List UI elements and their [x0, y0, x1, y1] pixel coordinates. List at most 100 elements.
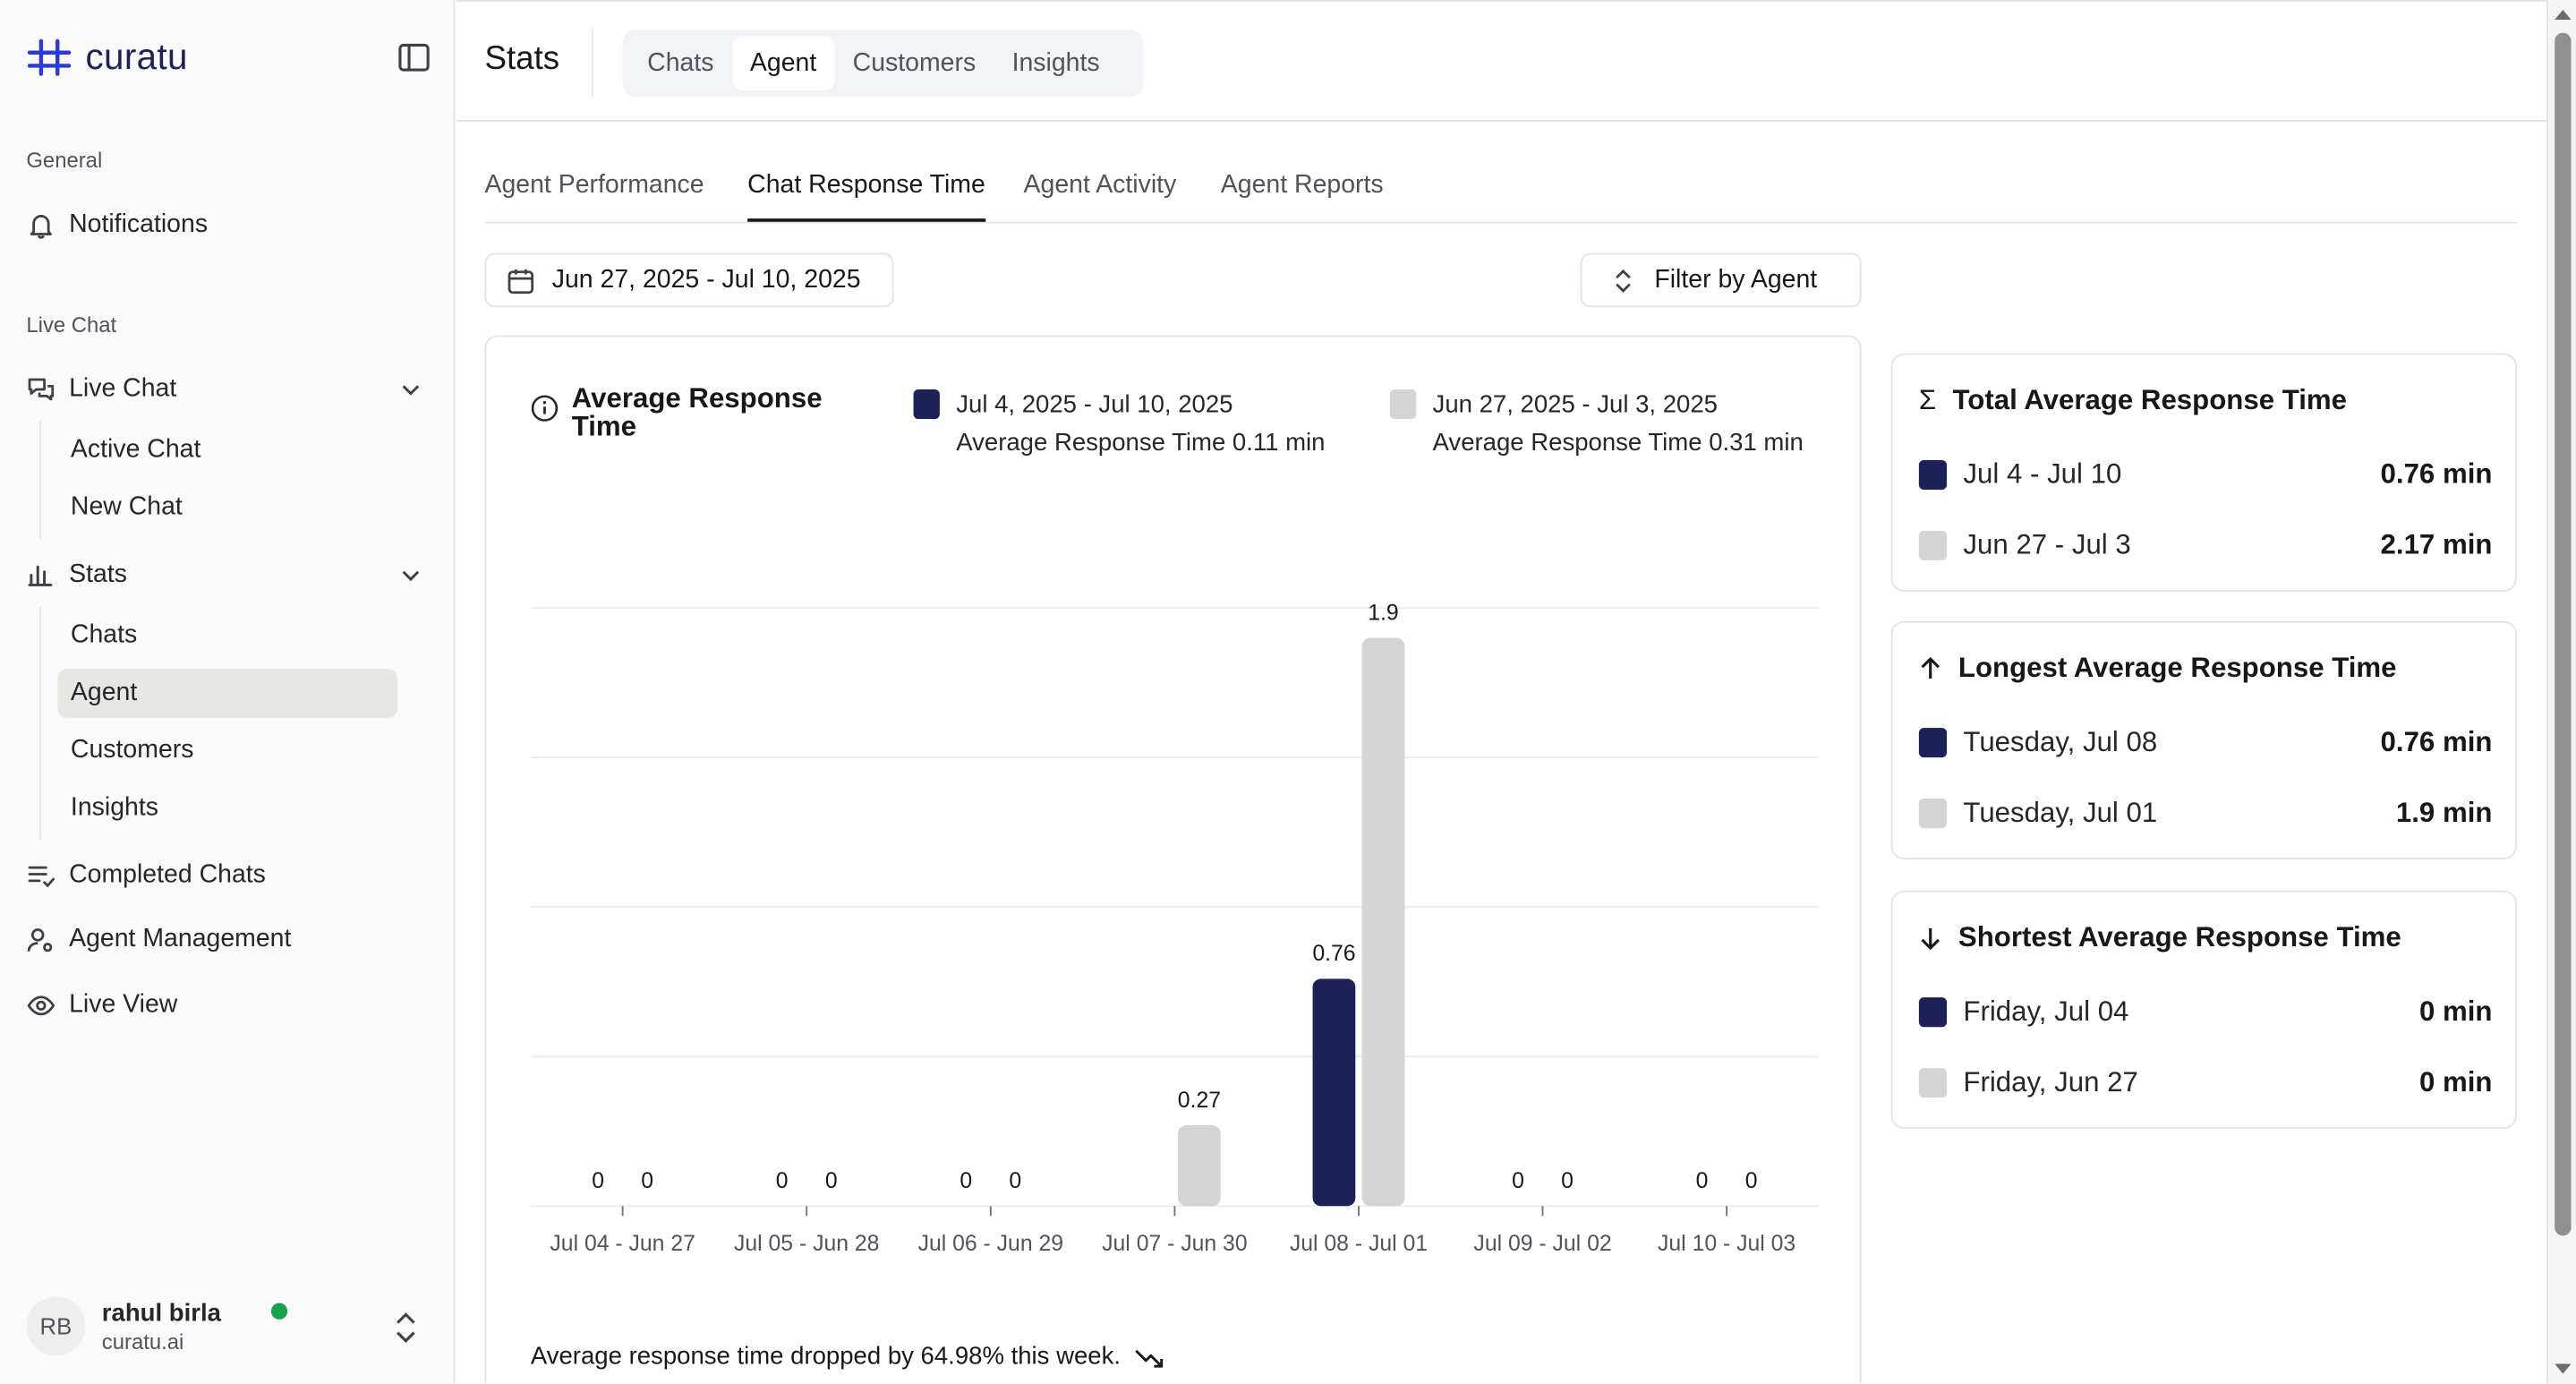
- trending-down-icon: [1135, 1348, 1164, 1367]
- arrow-up-icon: [1921, 656, 1940, 679]
- card-title: Shortest Average Response Time: [1919, 922, 2401, 955]
- sidebar-item-live-chat[interactable]: Live Chat: [26, 363, 431, 416]
- swatch-previous: [1918, 1068, 1948, 1098]
- stat-row: Friday, Jun 27 0 min: [1918, 1064, 2492, 1100]
- sidebar-item-agent[interactable]: Agent: [57, 669, 398, 719]
- swatch-current: [1918, 997, 1948, 1028]
- avatar: RB: [26, 1296, 86, 1356]
- stat-value: 0 min: [2418, 995, 2493, 1028]
- sidebar-item-new-chat[interactable]: New Chat: [70, 492, 183, 521]
- sidebar-item-label: Agent Management: [69, 925, 292, 953]
- data-label: 0: [641, 1169, 653, 1193]
- sidebar-item-notifications[interactable]: Notifications: [26, 199, 431, 252]
- subtab-agent-performance[interactable]: Agent Performance: [484, 170, 704, 200]
- sidebar-item-label: Notifications: [69, 209, 209, 239]
- filter-by-agent-button[interactable]: Filter by Agent: [1580, 252, 1862, 308]
- info-icon[interactable]: [531, 395, 559, 423]
- sidebar-toggle-icon[interactable]: [396, 39, 431, 75]
- legend-range: Jun 27, 2025 - Jul 3, 2025: [1432, 390, 1718, 420]
- x-tick-label: Jul 10 - Jul 03: [1658, 1232, 1796, 1256]
- tab-agent[interactable]: Agent: [731, 36, 835, 90]
- tab-insights[interactable]: Insights: [1011, 48, 1100, 77]
- card-title-text: Total Average Response Time: [1952, 384, 2347, 416]
- response-time-chart-card: Average Response Time Jul 4, 2025 - Jul …: [484, 335, 1862, 1384]
- data-label: 0: [1696, 1169, 1709, 1193]
- stat-value: 1.9 min: [2395, 797, 2493, 829]
- chevrons-up-down-icon: [1616, 268, 1631, 292]
- stat-row: Jul 4 - Jul 10 0.76 min: [1918, 457, 2493, 492]
- sidebar-item-label: Live View: [69, 990, 178, 1020]
- legend-swatch-previous: [1389, 389, 1417, 420]
- scrollbar-thumb[interactable]: [2555, 32, 2572, 1236]
- data-label: 0: [1009, 1169, 1021, 1193]
- filter-label: Filter by Agent: [1654, 265, 1818, 294]
- bar-chart-icon: [28, 565, 53, 586]
- bar: [1312, 978, 1356, 1207]
- legend-swatch-current: [913, 389, 940, 420]
- subnav-line: [39, 606, 41, 840]
- x-tick-label: Jul 05 - Jun 28: [734, 1232, 879, 1256]
- legend-summary: Average Response Time 0.31 min: [1432, 429, 1804, 457]
- sidebar-item-label: Live Chat: [69, 374, 177, 403]
- scroll-down-icon[interactable]: [2555, 1363, 2572, 1374]
- stat-label: Jul 4 - Jul 10: [1963, 458, 2122, 490]
- eye-icon: [27, 995, 55, 1016]
- x-tick-label: Jul 06 - Jun 29: [918, 1232, 1063, 1256]
- curatu-logo-icon: [27, 38, 72, 76]
- user-menu[interactable]: RB rahul birla curatu.ai: [26, 1294, 431, 1359]
- chevrons-up-down-icon[interactable]: [391, 1308, 421, 1347]
- sidebar-item-agent-management[interactable]: Agent Management: [26, 914, 431, 967]
- swatch-previous: [1918, 799, 1948, 829]
- bar-chart: Jul 04 - Jun 27 0 0 Jul 05 - Jun 28 0 0 Jul 06…: [530, 601, 1819, 1256]
- data-label: 0: [1512, 1169, 1524, 1193]
- card-title-text: Shortest Average Response Time: [1958, 921, 2401, 953]
- sigma-icon: Σ: [1918, 384, 1937, 416]
- bell-icon: [30, 215, 52, 239]
- tab-customers[interactable]: Customers: [852, 48, 977, 77]
- brand[interactable]: curatu: [26, 36, 188, 79]
- user-cog-icon: [27, 928, 53, 953]
- total-average-card: Σ Total Average Response Time Jul 4 - Ju…: [1890, 353, 2517, 592]
- x-tick-label: Jul 07 - Jun 30: [1102, 1232, 1247, 1256]
- sidebar-item-live-view[interactable]: Live View: [26, 979, 431, 1032]
- sidebar-item-customers[interactable]: Customers: [70, 736, 194, 765]
- card-title-text: Longest Average Response Time: [1958, 652, 2397, 684]
- subtab-agent-activity[interactable]: Agent Activity: [1023, 170, 1177, 200]
- legend-range: Jul 4, 2025 - Jul 10, 2025: [956, 390, 1233, 420]
- chevron-down-icon[interactable]: [397, 376, 423, 402]
- data-label: 0.27: [1178, 1089, 1221, 1113]
- stat-label: Friday, Jul 04: [1963, 995, 2129, 1028]
- user-name: rahul birla: [101, 1298, 221, 1328]
- legend-previous: Jun 27, 2025 - Jul 3, 2025 Average Respo…: [1389, 386, 1811, 461]
- subtab-chat-response-time[interactable]: Chat Response Time: [747, 171, 985, 222]
- scroll-up-icon[interactable]: [2555, 10, 2572, 21]
- stat-row: Jun 27 - Jul 3 2.17 min: [1918, 527, 2493, 563]
- page-scrollbar[interactable]: [2546, 0, 2576, 1384]
- swatch-current: [1918, 728, 1948, 758]
- data-label: 0: [592, 1169, 604, 1193]
- date-range-picker[interactable]: Jun 27, 2025 - Jul 10, 2025: [484, 252, 894, 308]
- sidebar-item-stats[interactable]: Stats: [26, 549, 431, 602]
- agent-subtabs: Agent Performance Chat Response Time Age…: [484, 158, 2517, 224]
- subnav-line: [39, 420, 41, 540]
- sidebar-item-label: Stats: [69, 560, 127, 589]
- sidebar-item-insights[interactable]: Insights: [70, 793, 158, 822]
- stat-row: Tuesday, Jul 08 0.76 min: [1918, 724, 2493, 760]
- data-label: 0: [960, 1169, 972, 1193]
- stat-value: 0.76 min: [2380, 726, 2493, 758]
- sidebar-item-completed-chats[interactable]: Completed Chats: [26, 850, 431, 902]
- sidebar-item-chats[interactable]: Chats: [70, 620, 138, 650]
- group-label-live-chat: Live Chat: [26, 312, 117, 337]
- stat-value: 0.76 min: [2380, 458, 2493, 490]
- chevron-down-icon[interactable]: [397, 562, 423, 588]
- tab-chats[interactable]: Chats: [647, 48, 714, 77]
- data-label: 0: [776, 1169, 789, 1193]
- sidebar: curatu General Notifications Live Chat L…: [0, 0, 456, 1384]
- subtab-agent-reports[interactable]: Agent Reports: [1220, 170, 1384, 200]
- data-label: 0: [825, 1169, 838, 1193]
- stat-value: 2.17 min: [2380, 529, 2493, 560]
- date-range-label: Jun 27, 2025 - Jul 10, 2025: [551, 265, 861, 294]
- stat-label: Friday, Jun 27: [1963, 1066, 2138, 1098]
- data-label: 0.76: [1312, 942, 1355, 966]
- sidebar-item-active-chat[interactable]: Active Chat: [70, 435, 201, 464]
